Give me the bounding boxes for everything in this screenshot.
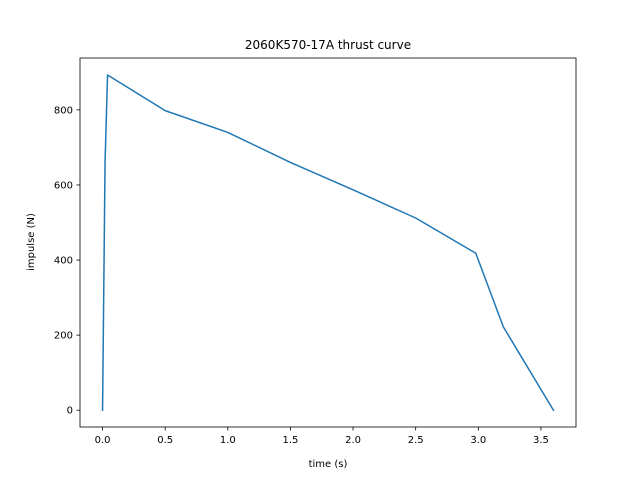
y-tick-label: 0 bbox=[67, 406, 73, 417]
y-tick-label: 400 bbox=[54, 256, 73, 267]
x-tick-label: 0.5 bbox=[157, 435, 173, 446]
x-axis-label: time (s) bbox=[309, 459, 348, 470]
plot-area: 0.0 0.5 1.0 1.5 2.0 2.5 3.0 3.5 0 200 400 600 800 bbox=[54, 57, 577, 446]
x-tick-label: 2.0 bbox=[345, 435, 361, 446]
x-tick-label: 1.5 bbox=[282, 435, 298, 446]
y-tick-label: 600 bbox=[54, 180, 73, 191]
y-tick-label: 200 bbox=[54, 331, 73, 342]
x-tick-label: 0.0 bbox=[95, 435, 111, 446]
chart-title: 2060K570-17A thrust curve bbox=[245, 38, 411, 52]
x-tick-label: 3.5 bbox=[533, 435, 549, 446]
y-axis-label: impulse (N) bbox=[26, 213, 37, 271]
x-tick-label: 2.5 bbox=[408, 435, 424, 446]
x-tick-label: 3.0 bbox=[470, 435, 486, 446]
series-line-0 bbox=[101, 74, 555, 412]
y-tick-label: 800 bbox=[54, 105, 73, 116]
axes-frame bbox=[79, 57, 577, 428]
x-tick-label: 1.0 bbox=[220, 435, 236, 446]
